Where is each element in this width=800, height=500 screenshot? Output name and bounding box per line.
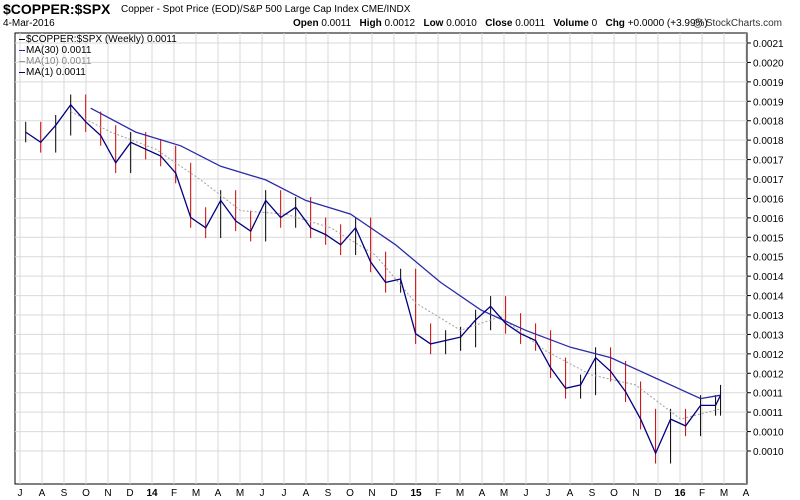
x-tick-label: S	[325, 488, 332, 499]
x-tick-label: A	[303, 488, 310, 499]
y-tick-label: 0.0010	[753, 428, 784, 439]
x-tick-label: A	[743, 488, 750, 499]
x-tick-label: F	[171, 488, 177, 499]
x-tick-label: S	[61, 488, 68, 499]
x-tick-label: J	[282, 488, 287, 499]
x-tick-label: A	[479, 488, 486, 499]
ma10-line	[70, 111, 721, 420]
x-tick-label: O	[610, 488, 618, 499]
x-tick-label: J	[260, 488, 265, 499]
y-tick-label: 0.0021	[753, 39, 784, 50]
legend-entry: MA(1) 0.0011	[19, 67, 86, 78]
y-tick-label: 0.0019	[753, 78, 784, 89]
x-tick-label: D	[126, 488, 133, 499]
x-tick-label: O	[82, 488, 90, 499]
chart-date: 4-Mar-2016	[3, 18, 55, 29]
y-tick-label: 0.0013	[753, 311, 784, 322]
x-tick-label: F	[435, 488, 441, 499]
legend-swatch	[19, 60, 25, 62]
x-tick-label: D	[390, 488, 397, 499]
chart-symbol: $COPPER:$SPX	[3, 1, 111, 17]
legend-entry: MA(10) 0.0011	[19, 56, 91, 67]
x-tick-label: J	[546, 488, 551, 499]
x-tick-label: S	[589, 488, 596, 499]
x-tick-label: O	[346, 488, 354, 499]
x-tick-label: F	[699, 488, 705, 499]
ma1-line	[25, 103, 722, 455]
x-tick-label: 15	[410, 488, 422, 499]
low-label: Low	[423, 18, 444, 29]
x-tick-label: M	[500, 488, 508, 499]
high-label: High	[359, 18, 382, 29]
x-tick-label: M	[236, 488, 244, 499]
x-tick-label: N	[632, 488, 639, 499]
legend-label: MA(10) 0.0011	[26, 56, 92, 67]
legend-label: MA(1) 0.0011	[26, 67, 86, 78]
x-tick-label: N	[368, 488, 375, 499]
y-tick-label: 0.0012	[753, 369, 784, 380]
legend-entry: $COPPER:$SPX (Weekly) 0.0011	[19, 34, 177, 45]
x-tick-label: J	[524, 488, 529, 499]
x-tick-label: A	[39, 488, 46, 499]
y-tick-label: 0.0019	[753, 97, 784, 108]
y-tick-label: 0.0010	[753, 447, 784, 458]
high-value: 0.0012	[384, 18, 416, 29]
x-tick-label: N	[104, 488, 111, 499]
copyright-notice: @ StockCharts.com	[692, 18, 782, 29]
y-tick-label: 0.0018	[753, 117, 784, 128]
open-value: 0.0011	[321, 18, 352, 29]
y-tick-label: 0.0015	[753, 233, 784, 244]
low-value: 0.0010	[446, 18, 477, 29]
y-tick-label: 0.0011	[753, 389, 783, 400]
y-tick-label: 0.0012	[753, 350, 784, 361]
close-label: Close	[485, 18, 513, 29]
plot-area	[14, 32, 748, 485]
legend-swatch	[19, 71, 25, 73]
x-tick-label: A	[215, 488, 222, 499]
y-tick-label: 0.0014	[753, 292, 784, 303]
x-tick-label: M	[720, 488, 728, 499]
chg-value: +0.0000 (+3.99%)	[627, 18, 708, 29]
y-tick-label: 0.0020	[753, 58, 784, 69]
x-tick-label: J	[18, 488, 23, 499]
legend-label: MA(30) 0.0011	[26, 45, 92, 56]
y-tick-label: 0.0016	[753, 214, 784, 225]
x-tick-label: A	[567, 488, 574, 499]
x-tick-label: 14	[146, 488, 158, 499]
x-tick-label: M	[456, 488, 464, 499]
legend-entry: MA(30) 0.0011	[19, 45, 91, 56]
volume-label: Volume	[553, 18, 589, 29]
x-tick-label: M	[192, 488, 200, 499]
y-tick-label: 0.0013	[753, 330, 784, 341]
y-tick-label: 0.0014	[753, 272, 784, 283]
legend-swatch	[19, 49, 25, 51]
legend-swatch	[19, 38, 25, 40]
x-tick-label: 16	[674, 488, 686, 499]
x-tick-label: D	[654, 488, 661, 499]
y-tick-label: 0.0011	[753, 408, 783, 419]
y-tick-label: 0.0017	[753, 175, 784, 186]
y-tick-label: 0.0018	[753, 136, 784, 147]
quote-summary: Open 0.0011 High 0.0012 Low 0.0010 Close…	[293, 18, 708, 29]
y-tick-label: 0.0016	[753, 194, 784, 205]
chart-description: Copper - Spot Price (EOD)/S&P 500 Large …	[121, 4, 411, 15]
close-value: 0.0011	[515, 18, 546, 29]
legend-label: $COPPER:$SPX (Weekly) 0.0011	[26, 34, 177, 45]
volume-value: 0	[591, 18, 598, 29]
y-tick-label: 0.0015	[753, 253, 784, 264]
ma30-line	[90, 107, 721, 400]
y-tick-label: 0.0017	[753, 156, 784, 167]
open-label: Open	[293, 18, 319, 29]
chg-label: Chg	[605, 18, 625, 29]
